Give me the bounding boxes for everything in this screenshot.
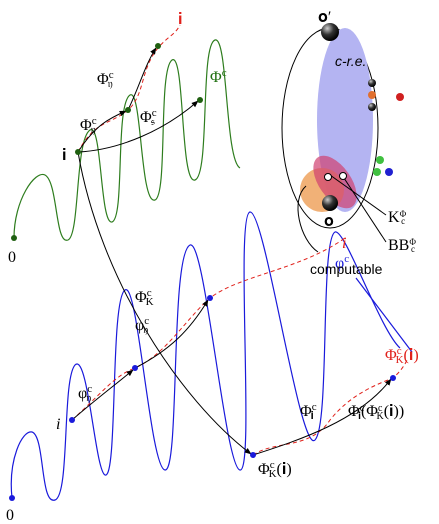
- label-part: 𝔶: [108, 78, 113, 90]
- node: [207, 295, 213, 301]
- label-part: BB: [388, 237, 409, 254]
- label-part: (𝐢): [277, 461, 292, 478]
- node: [9, 495, 15, 501]
- blue-line: [356, 278, 412, 352]
- node: [197, 97, 203, 103]
- label-part: i: [56, 416, 60, 433]
- point: [322, 195, 338, 211]
- label-part: (𝐢): [404, 347, 419, 364]
- label: i: [342, 235, 346, 252]
- label-part: 𝔶: [143, 324, 148, 336]
- label: ΦcK(𝐢): [258, 459, 292, 480]
- node: [390, 375, 396, 381]
- node: [69, 417, 75, 423]
- label-part: 0: [8, 249, 16, 266]
- label-part: computable: [310, 261, 383, 277]
- label-part: Φ: [210, 69, 222, 86]
- label-part: i: [342, 235, 346, 252]
- label: φc𝔶: [78, 383, 92, 404]
- node: [155, 43, 161, 49]
- label-part: 𝔶: [91, 124, 96, 136]
- node: [250, 452, 256, 458]
- label: i: [56, 416, 60, 433]
- green-curve: [14, 40, 240, 240]
- label-part: 𝐢: [311, 410, 314, 422]
- label-part: K: [269, 468, 277, 480]
- point: [340, 173, 347, 180]
- node: [132, 365, 138, 371]
- arrow: [128, 48, 156, 110]
- label-part: 𝐨′: [318, 9, 331, 26]
- label-part: 𝐨: [324, 213, 334, 230]
- point: [325, 174, 332, 181]
- label-part: c: [401, 216, 405, 226]
- point: [368, 91, 376, 99]
- label: Φc: [210, 67, 227, 86]
- label-part: (𝐢)): [384, 403, 404, 420]
- point: [396, 93, 404, 101]
- label-part: c: [222, 67, 227, 79]
- label: 0: [6, 507, 14, 524]
- point: [368, 79, 376, 87]
- label-part: K: [396, 354, 404, 366]
- label: computable: [310, 261, 383, 277]
- label-part: 𝐢: [62, 147, 66, 164]
- label-part: 𝔶: [86, 392, 91, 404]
- node: [125, 107, 131, 113]
- label-part: K: [388, 209, 400, 226]
- point: [373, 168, 381, 176]
- label: 𝐨′: [318, 9, 331, 26]
- red-dashed: [72, 238, 345, 420]
- label-part: 𝔰: [151, 116, 155, 128]
- label: 𝐢: [62, 147, 66, 164]
- node: [11, 235, 17, 241]
- label: c-r.e.: [335, 53, 366, 69]
- diagram: 0𝐢Φc𝔶Φc𝔶Φc𝔰Φc𝐢0iφc𝔶φc𝔶ΦcKφciΦcK(𝐢)Φc𝐢Φc𝐢…: [0, 0, 439, 524]
- label-part: 𝐢: [178, 11, 182, 28]
- label: 0: [8, 249, 16, 266]
- label-part: 0: [6, 507, 14, 524]
- point: [376, 156, 384, 164]
- node: [75, 149, 81, 155]
- point: [368, 103, 376, 111]
- label: 𝐨: [324, 213, 334, 230]
- label-part: c: [411, 244, 415, 254]
- label: 𝐢: [178, 11, 182, 28]
- label: KΦc: [388, 209, 407, 226]
- label-part: c-r.e.: [335, 53, 366, 69]
- point: [385, 168, 393, 176]
- label-part: K: [146, 296, 154, 308]
